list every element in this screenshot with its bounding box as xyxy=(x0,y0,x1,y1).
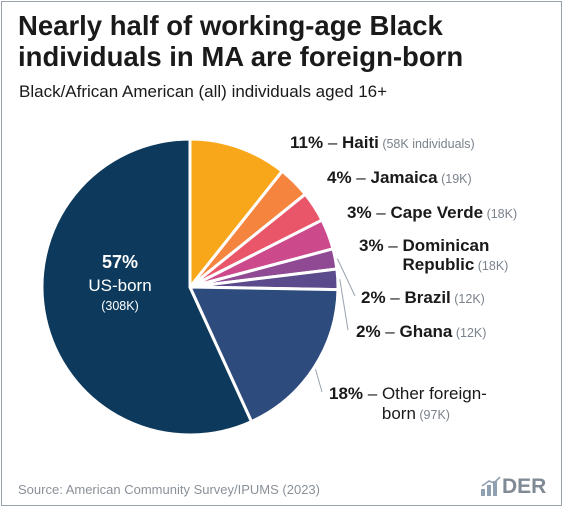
leader-lines xyxy=(315,258,356,393)
slice-label-line: born (97K) xyxy=(382,404,450,423)
pie-slice-us-born xyxy=(40,137,254,437)
slice-percent: 2% xyxy=(356,322,381,341)
slice-label-line: 2% – Brazil (12K) xyxy=(361,288,485,307)
label-dash: – xyxy=(381,322,400,341)
slice-label-ghana: 2% – Ghana (12K) xyxy=(356,322,486,341)
slice-category: Other foreign- xyxy=(382,384,487,403)
slice-percent: 2% xyxy=(361,288,386,307)
slice-percent: 18% xyxy=(329,384,363,403)
slice-category: born xyxy=(382,404,416,423)
slice-percent: 4% xyxy=(327,168,352,187)
slice-label-other-foreign-born: 18% – Other foreign-born (97K) xyxy=(329,384,487,423)
slice-count: (18K) xyxy=(483,207,517,221)
slice-label-jamaica: 4% – Jamaica (19K) xyxy=(327,168,472,187)
slice-label-line: 18% – Other foreign- xyxy=(329,384,487,403)
label-dash: – xyxy=(386,288,405,307)
label-dash: – xyxy=(323,133,342,152)
slice-percent: 11% xyxy=(290,133,323,152)
slice-label-line: 11% – Haiti (58K individuals) xyxy=(290,133,475,152)
source-note: Source: American Community Survey/IPUMS … xyxy=(18,482,320,497)
slice-category: Cape Verde xyxy=(390,203,483,222)
slice-label-haiti: 11% – Haiti (58K individuals) xyxy=(290,133,475,152)
slice-percent: 3% xyxy=(347,203,372,222)
pie-slice-other-foreign-born xyxy=(188,285,340,424)
pie-slice-haiti xyxy=(188,137,284,289)
slice-category: Haiti xyxy=(342,133,379,152)
der-logo: DER xyxy=(480,475,552,499)
slice-count: (18K) xyxy=(474,259,508,273)
slice-category: Dominican xyxy=(402,236,489,255)
slice-category: Jamaica xyxy=(370,168,438,187)
chart-title: Nearly half of working-age Black individ… xyxy=(18,10,464,72)
slice-category: Republic xyxy=(403,255,475,274)
pie-slices xyxy=(40,137,340,437)
slice-label-line: Republic (18K) xyxy=(403,255,509,274)
slice-label-line: 4% – Jamaica (19K) xyxy=(327,168,472,187)
label-dash: – xyxy=(363,384,382,403)
slice-label-cape-verde: 3% – Cape Verde (18K) xyxy=(347,203,517,222)
leader-line-ghana xyxy=(339,279,349,331)
label-dash: – xyxy=(372,203,391,222)
slice-count: (12K) xyxy=(451,292,485,306)
label-dash: – xyxy=(384,236,403,255)
slice-label-brazil: 2% – Brazil (12K) xyxy=(361,288,485,307)
label-dash: – xyxy=(352,168,371,187)
slice-label-line: 3% – Dominican xyxy=(359,236,489,255)
slice-category: Brazil xyxy=(404,288,450,307)
slice-label-line: 3% – Cape Verde (18K) xyxy=(347,203,517,222)
slice-count: (58K individuals) xyxy=(379,137,475,151)
slice-category: US-born xyxy=(88,276,151,295)
bar-chart-icon xyxy=(481,476,501,496)
logo-text: DER xyxy=(502,475,547,498)
slice-count: (97K) xyxy=(416,408,450,422)
leader-line-brazil xyxy=(336,258,356,297)
slice-label-us-born: 57% US-born (308K) xyxy=(88,252,151,313)
chart-subtitle: Black/African American (all) individuals… xyxy=(19,82,388,101)
slice-count: (308K) xyxy=(101,299,139,313)
slice-count: (12K) xyxy=(452,326,486,340)
slice-percent: 3% xyxy=(359,236,384,255)
slice-label-line: 2% – Ghana (12K) xyxy=(356,322,486,341)
slice-count: (19K) xyxy=(438,172,472,186)
slice-percent: 57% xyxy=(102,252,138,272)
leader-line-other-foreign-born xyxy=(315,369,323,393)
slice-category: Ghana xyxy=(399,322,452,341)
slice-labels: 57% US-born (308K) 11% – Haiti (58K individ… xyxy=(88,133,517,423)
